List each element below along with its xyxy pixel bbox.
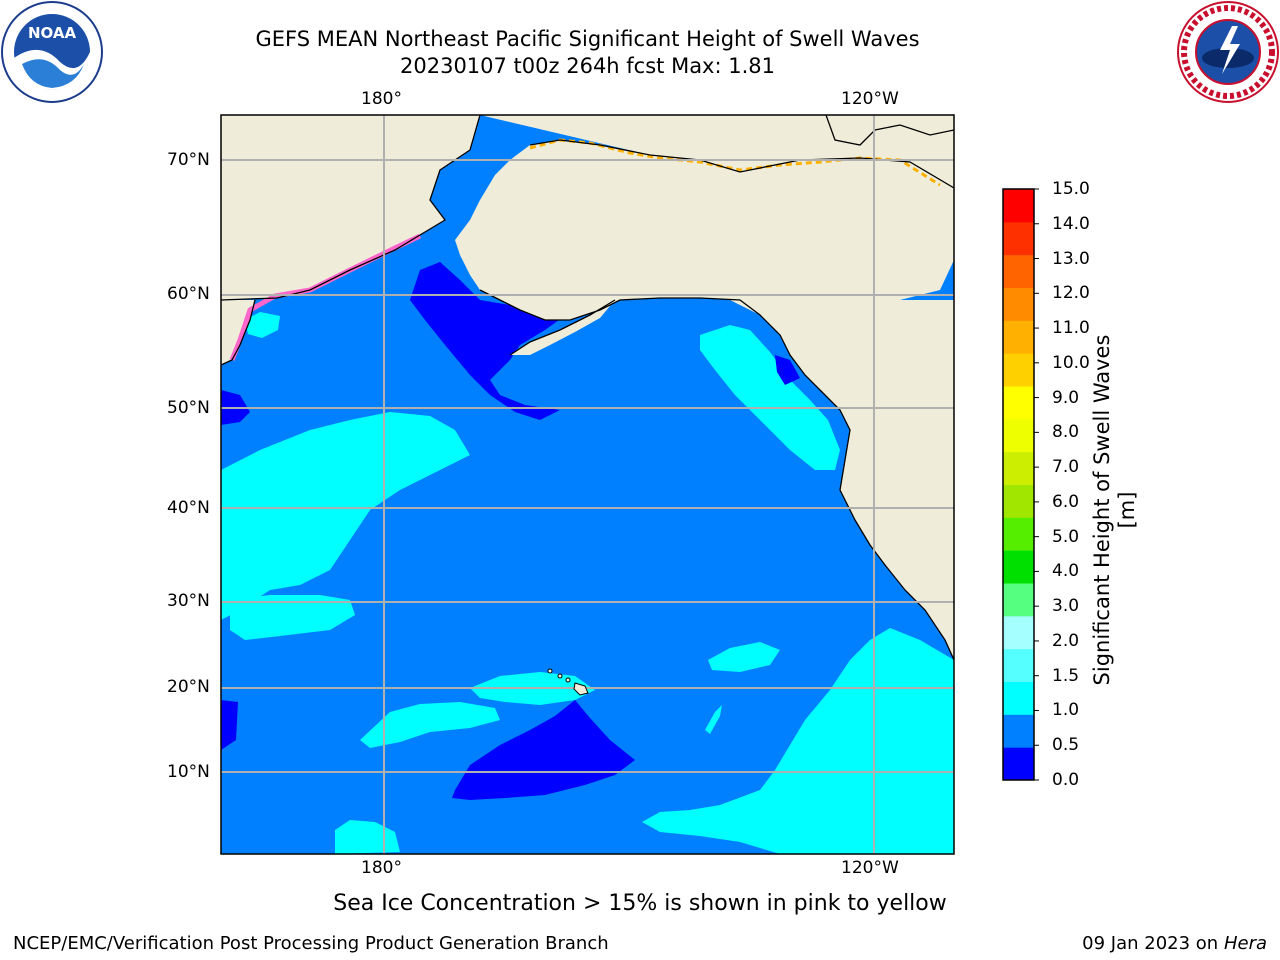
lat-tick-20n: 20°N: [167, 677, 210, 697]
cyan-alaska-edge: [245, 312, 280, 338]
colorbar-segment: [1003, 648, 1034, 682]
colorbar-segment: [1003, 615, 1034, 650]
lat-tick-40n: 40°N: [167, 498, 210, 518]
colorbar-segment: [1003, 517, 1034, 551]
colorbar-segment: [1003, 221, 1034, 256]
colorbar-tick-label: 1.5: [1052, 665, 1080, 686]
colorbar-segment: [1003, 550, 1034, 584]
calm-gulf-of-alaska: [410, 262, 570, 420]
footer-date-text: 09 Jan 2023 on: [1082, 933, 1224, 954]
colorbar-tick-label: 11.0: [1052, 318, 1090, 339]
sea-ice-note: Sea Ice Concentration > 15% is shown in …: [333, 891, 947, 916]
colorbar-segment: [1003, 320, 1034, 354]
calm-south-central: [452, 700, 635, 800]
lat-tick-10n: 10°N: [167, 762, 210, 782]
lat-tick-50n: 50°N: [167, 398, 210, 418]
cyan-west-2: [230, 595, 355, 640]
noaa-logo-text: NOAA: [28, 24, 77, 42]
calm-bc-coast: [775, 355, 800, 385]
cyan-west-pacific: [221, 412, 470, 620]
colorbar-segment: [1003, 254, 1034, 288]
colorbar-tick-label: 3.0: [1052, 596, 1080, 617]
colorbar-tick-label: 0.5: [1052, 735, 1080, 756]
cyan-east: [642, 628, 954, 854]
footer-host: Hera: [1223, 933, 1267, 954]
colorbar-tick-label: 12.0: [1052, 283, 1090, 304]
colorbar-tick-label: 6.0: [1052, 491, 1080, 512]
land-alaska-north: [455, 115, 954, 320]
graticule: [221, 115, 954, 854]
colorbar-tick-label: 10.0: [1052, 352, 1090, 373]
colorbar-segment: [1003, 747, 1034, 781]
lat-tick-60n: 60°N: [167, 284, 210, 304]
colorbar-segment: [1003, 287, 1034, 321]
land-russia: [221, 115, 480, 300]
lat-tick-70n: 70°N: [167, 150, 210, 170]
lon-tick-top-180: 180°: [361, 89, 402, 109]
lon-tick-bottom-120w: 120°W: [841, 858, 899, 878]
colorbar-segment: [1003, 484, 1034, 518]
colorbar-tick-label: 7.0: [1052, 457, 1080, 478]
colorbar-segment: [1003, 583, 1034, 617]
land-alaska-peninsula: [510, 300, 615, 355]
nws-logo-icon: [1177, 1, 1279, 103]
colorbar-tick-label: 15.0: [1052, 179, 1090, 199]
colorbar-segment: [1003, 451, 1034, 485]
cyan-northeast: [700, 325, 840, 470]
cyan-streak: [705, 705, 722, 734]
colorbar-tick-label: 8.0: [1052, 422, 1080, 443]
colorbar-label: Significant Height of Swell Waves [m]: [1090, 334, 1139, 686]
colorbar-tick-label: 13.0: [1052, 248, 1090, 269]
colorbar-segment: [1003, 353, 1034, 387]
colorbar-tick-label: 5.0: [1052, 526, 1080, 547]
colorbar-tick-label: 9.0: [1052, 387, 1080, 408]
colorbar-tick-label: 4.0: [1052, 561, 1080, 582]
map-frame: [220, 114, 955, 855]
colorbar-segment: [1003, 189, 1034, 223]
colorbar-tick-label: 0.0: [1052, 770, 1080, 790]
colorbar-segment: [1003, 681, 1034, 715]
noaa-logo-icon: NOAA: [1, 1, 103, 103]
colorbar-tick-label: 1.0: [1052, 700, 1080, 721]
lon-tick-top-120w: 120°W: [841, 89, 899, 109]
cyan-central: [708, 642, 780, 672]
colorbar: [1002, 188, 1039, 781]
colorbar-frame: [1002, 188, 1035, 781]
footer-credit: NCEP/EMC/Verification Post Processing Pr…: [13, 933, 609, 954]
lon-tick-bottom-180: 180°: [361, 858, 402, 878]
cyan-west-3: [360, 702, 500, 748]
calm-west-edge-south: [221, 700, 238, 750]
lat-tick-30n: 30°N: [167, 591, 210, 611]
colorbar-segment: [1003, 418, 1034, 453]
chart-title: GEFS MEAN Northeast Pacific Significant …: [255, 27, 920, 51]
colorbar-segment: [1003, 714, 1034, 748]
chart-subtitle: 20230107 t00z 264h fcst Max: 1.81: [400, 54, 775, 78]
sea-ice-fringe: [229, 233, 422, 361]
colorbar-tick-label: 14.0: [1052, 213, 1090, 234]
footer-date: 09 Jan 2023 on Hera: [1082, 933, 1267, 954]
colorbar-segment: [1003, 386, 1034, 420]
colorbar-tick-label: 2.0: [1052, 630, 1080, 651]
